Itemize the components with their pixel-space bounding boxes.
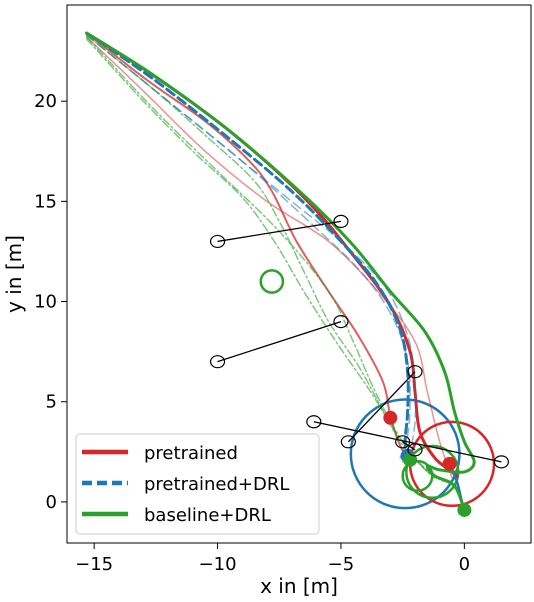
plot-frame bbox=[66, 4, 532, 544]
obstacle-end-marker bbox=[333, 214, 349, 229]
obstacle-end-marker bbox=[407, 365, 423, 379]
y-tick-label: 5 bbox=[46, 392, 57, 413]
trajectory-line-10 bbox=[85, 34, 436, 479]
obstacle-3 bbox=[306, 415, 509, 469]
trajectory-line-4 bbox=[85, 34, 417, 463]
obstacle-end-marker bbox=[333, 314, 349, 329]
y-tick-label: 20 bbox=[34, 91, 57, 112]
end-marker-0 bbox=[383, 410, 398, 425]
obstacle-start-marker bbox=[395, 435, 411, 449]
trajectory-line-3 bbox=[85, 31, 410, 458]
obstacle-path bbox=[347, 371, 416, 443]
trajectory-line-5 bbox=[85, 34, 411, 459]
x-tick-label: −5 bbox=[328, 554, 355, 575]
obstacle-end-marker bbox=[407, 443, 423, 457]
x-axis-label: x in [m] bbox=[260, 574, 338, 598]
legend-box bbox=[75, 433, 320, 535]
target-circle-4 bbox=[259, 269, 285, 294]
obstacle-4 bbox=[395, 435, 423, 457]
obstacle-2 bbox=[340, 365, 423, 449]
trajectory-line-1 bbox=[85, 32, 412, 461]
obstacle-start-marker bbox=[209, 355, 226, 369]
obstacle-path bbox=[313, 421, 502, 463]
end-marker-4 bbox=[457, 502, 472, 517]
obstacle-1 bbox=[209, 314, 349, 369]
trajectory-line-2 bbox=[85, 36, 453, 479]
legend-label-2: baseline+DRL bbox=[144, 505, 271, 526]
target-circle-0 bbox=[349, 398, 461, 510]
y-tick-label: 10 bbox=[34, 292, 57, 313]
y-tick-label: 15 bbox=[34, 191, 57, 212]
obstacle-start-marker bbox=[340, 435, 356, 449]
y-tick-label: 0 bbox=[46, 492, 57, 513]
x-tick-label: −10 bbox=[199, 554, 237, 575]
obstacle-end-marker bbox=[493, 455, 509, 469]
x-tick-label: 0 bbox=[459, 554, 470, 575]
y-axis-label: y in [m] bbox=[2, 235, 26, 313]
obstacle-path bbox=[402, 441, 416, 451]
obstacle-start-marker bbox=[306, 415, 322, 429]
obstacle-path bbox=[217, 220, 342, 243]
obstacle-0 bbox=[209, 214, 349, 249]
x-tick-label: −15 bbox=[75, 554, 113, 575]
obstacle-path bbox=[217, 320, 342, 363]
legend: pretrained pretrained+DRL baseline+DRL bbox=[75, 433, 320, 535]
legend-label-1: pretrained+DRL bbox=[144, 474, 289, 495]
obstacle-start-marker bbox=[209, 234, 226, 249]
legend-label-0: pretrained bbox=[144, 443, 238, 464]
trajectory-line-7 bbox=[85, 31, 476, 512]
end-marker-1 bbox=[442, 456, 457, 471]
trajectory-line-8 bbox=[85, 36, 453, 483]
